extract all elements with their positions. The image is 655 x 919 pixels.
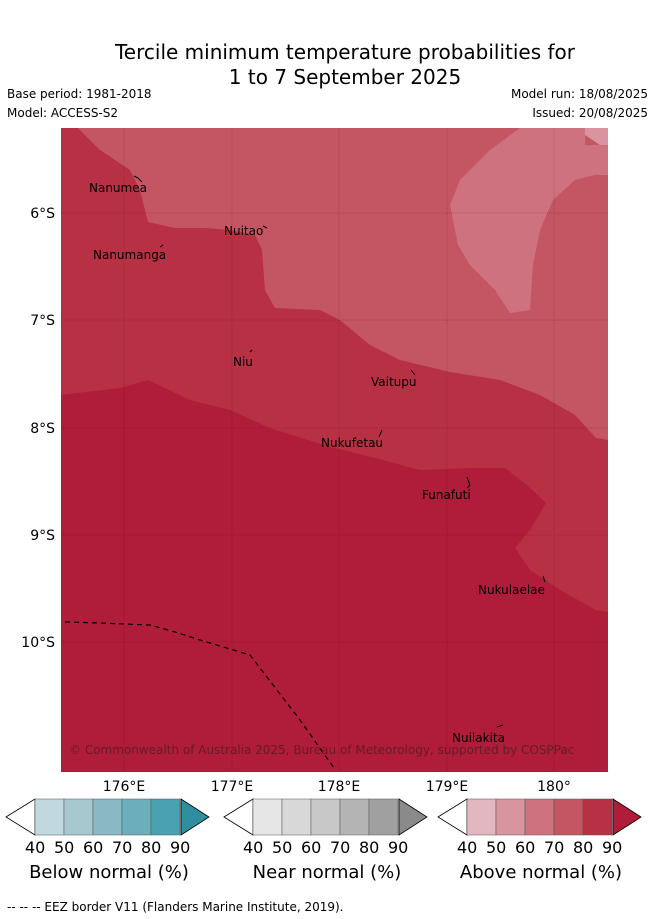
issued-date: Issued: 20/08/2025 <box>532 106 648 120</box>
place-label: Nukulaelae <box>478 583 545 597</box>
tick: 60 <box>515 838 536 857</box>
place-label: Nuilakita <box>452 731 505 745</box>
colorbar-below <box>5 798 210 836</box>
colorbar-above-label: Above normal (%) <box>459 862 623 883</box>
tick: 90 <box>170 838 191 857</box>
colorbar-above <box>437 798 642 836</box>
place-label: Nuitao <box>224 224 263 238</box>
colorbar-below-cell <box>121 798 152 836</box>
tick: 40 <box>243 838 264 857</box>
colorbar-near-cell <box>368 798 399 836</box>
colorbar-below-under <box>5 798 36 836</box>
model-run: Model run: 18/08/2025 <box>510 87 648 101</box>
place-label: Nukufetau <box>321 436 383 450</box>
tick: 50 <box>272 838 293 857</box>
map-title: Tercile minimum temperature probabilitie… <box>0 40 655 90</box>
title-line-2: 1 to 7 September 2025 <box>228 65 462 89</box>
model-name: Model: ACCESS-S2 <box>7 106 119 120</box>
colorbar-below-cells <box>34 798 181 836</box>
tick: 80 <box>573 838 594 857</box>
eez-legend: -- -- -- EEZ border V11 (Flanders Marine… <box>7 900 344 914</box>
place-label: Vaitupu <box>371 375 417 389</box>
lat-label: 8°S <box>30 421 55 437</box>
colorbar-above-cell <box>582 798 613 836</box>
colorbar-near <box>223 798 428 836</box>
tick: 60 <box>83 838 104 857</box>
colorbar-above-cells <box>466 798 613 836</box>
place-label: Nanumanga <box>93 248 166 262</box>
lon-label: 180° <box>537 779 571 795</box>
lat-label: 7°S <box>30 313 55 329</box>
copyright-notice: © Commonwealth of Australia 2025, Bureau… <box>69 743 574 757</box>
colorbar-above-cell <box>495 798 526 836</box>
place-label: Funafuti <box>422 488 471 502</box>
colorbar-above-cell <box>524 798 555 836</box>
tick: 80 <box>141 838 162 857</box>
lon-label: 176°E <box>103 779 146 795</box>
island-outlines <box>133 175 546 728</box>
tick: 70 <box>544 838 565 857</box>
colorbar-near-cell <box>310 798 341 836</box>
place-label: Niu <box>233 355 253 369</box>
colorbar-above-cell <box>466 798 497 836</box>
lon-label: 179°E <box>426 779 469 795</box>
title-line-1: Tercile minimum temperature probabilitie… <box>114 40 576 64</box>
tick: 70 <box>112 838 133 857</box>
colorbar-below-cell <box>34 798 65 836</box>
lat-label: 6°S <box>30 206 55 222</box>
graticule <box>61 128 608 772</box>
tick: 80 <box>359 838 380 857</box>
lat-label: 9°S <box>30 528 55 544</box>
colorbar-below-cell <box>150 798 181 836</box>
colorbar-near-cells <box>252 798 399 836</box>
place-label: Nanumea <box>89 181 147 195</box>
tick: 70 <box>330 838 351 857</box>
tick: 40 <box>457 838 478 857</box>
colorbar-near-cell <box>339 798 370 836</box>
tick: 60 <box>301 838 322 857</box>
base-period: Base period: 1981-2018 <box>7 87 152 101</box>
colorbar-near-cell <box>281 798 312 836</box>
colorbar-near-label: Near normal (%) <box>252 862 402 883</box>
probability-map: 6°S 7°S 8°S 9°S 10°S 176°E 177°E 178°E 1… <box>21 128 608 795</box>
tick: 90 <box>602 838 623 857</box>
colorbar-below-over <box>180 798 210 836</box>
tick: 90 <box>388 838 409 857</box>
region-50 <box>585 128 608 145</box>
region-60 <box>450 128 608 313</box>
colorbar-near-over <box>398 798 428 836</box>
lon-label: 178°E <box>318 779 361 795</box>
colorbar-above-over <box>612 798 642 836</box>
colorbar-below-cell <box>92 798 123 836</box>
colorbar-above-cell <box>553 798 584 836</box>
tick: 40 <box>25 838 46 857</box>
colorbar-near-cell <box>252 798 283 836</box>
colorbar-below-cell <box>63 798 94 836</box>
colorbar-above-under <box>437 798 468 836</box>
tick: 50 <box>54 838 75 857</box>
colorbar-near-under <box>223 798 254 836</box>
tick: 50 <box>486 838 507 857</box>
lat-label: 10°S <box>21 635 55 651</box>
colorbar-below-label: Below normal (%) <box>29 862 189 883</box>
lon-label: 177°E <box>211 779 254 795</box>
